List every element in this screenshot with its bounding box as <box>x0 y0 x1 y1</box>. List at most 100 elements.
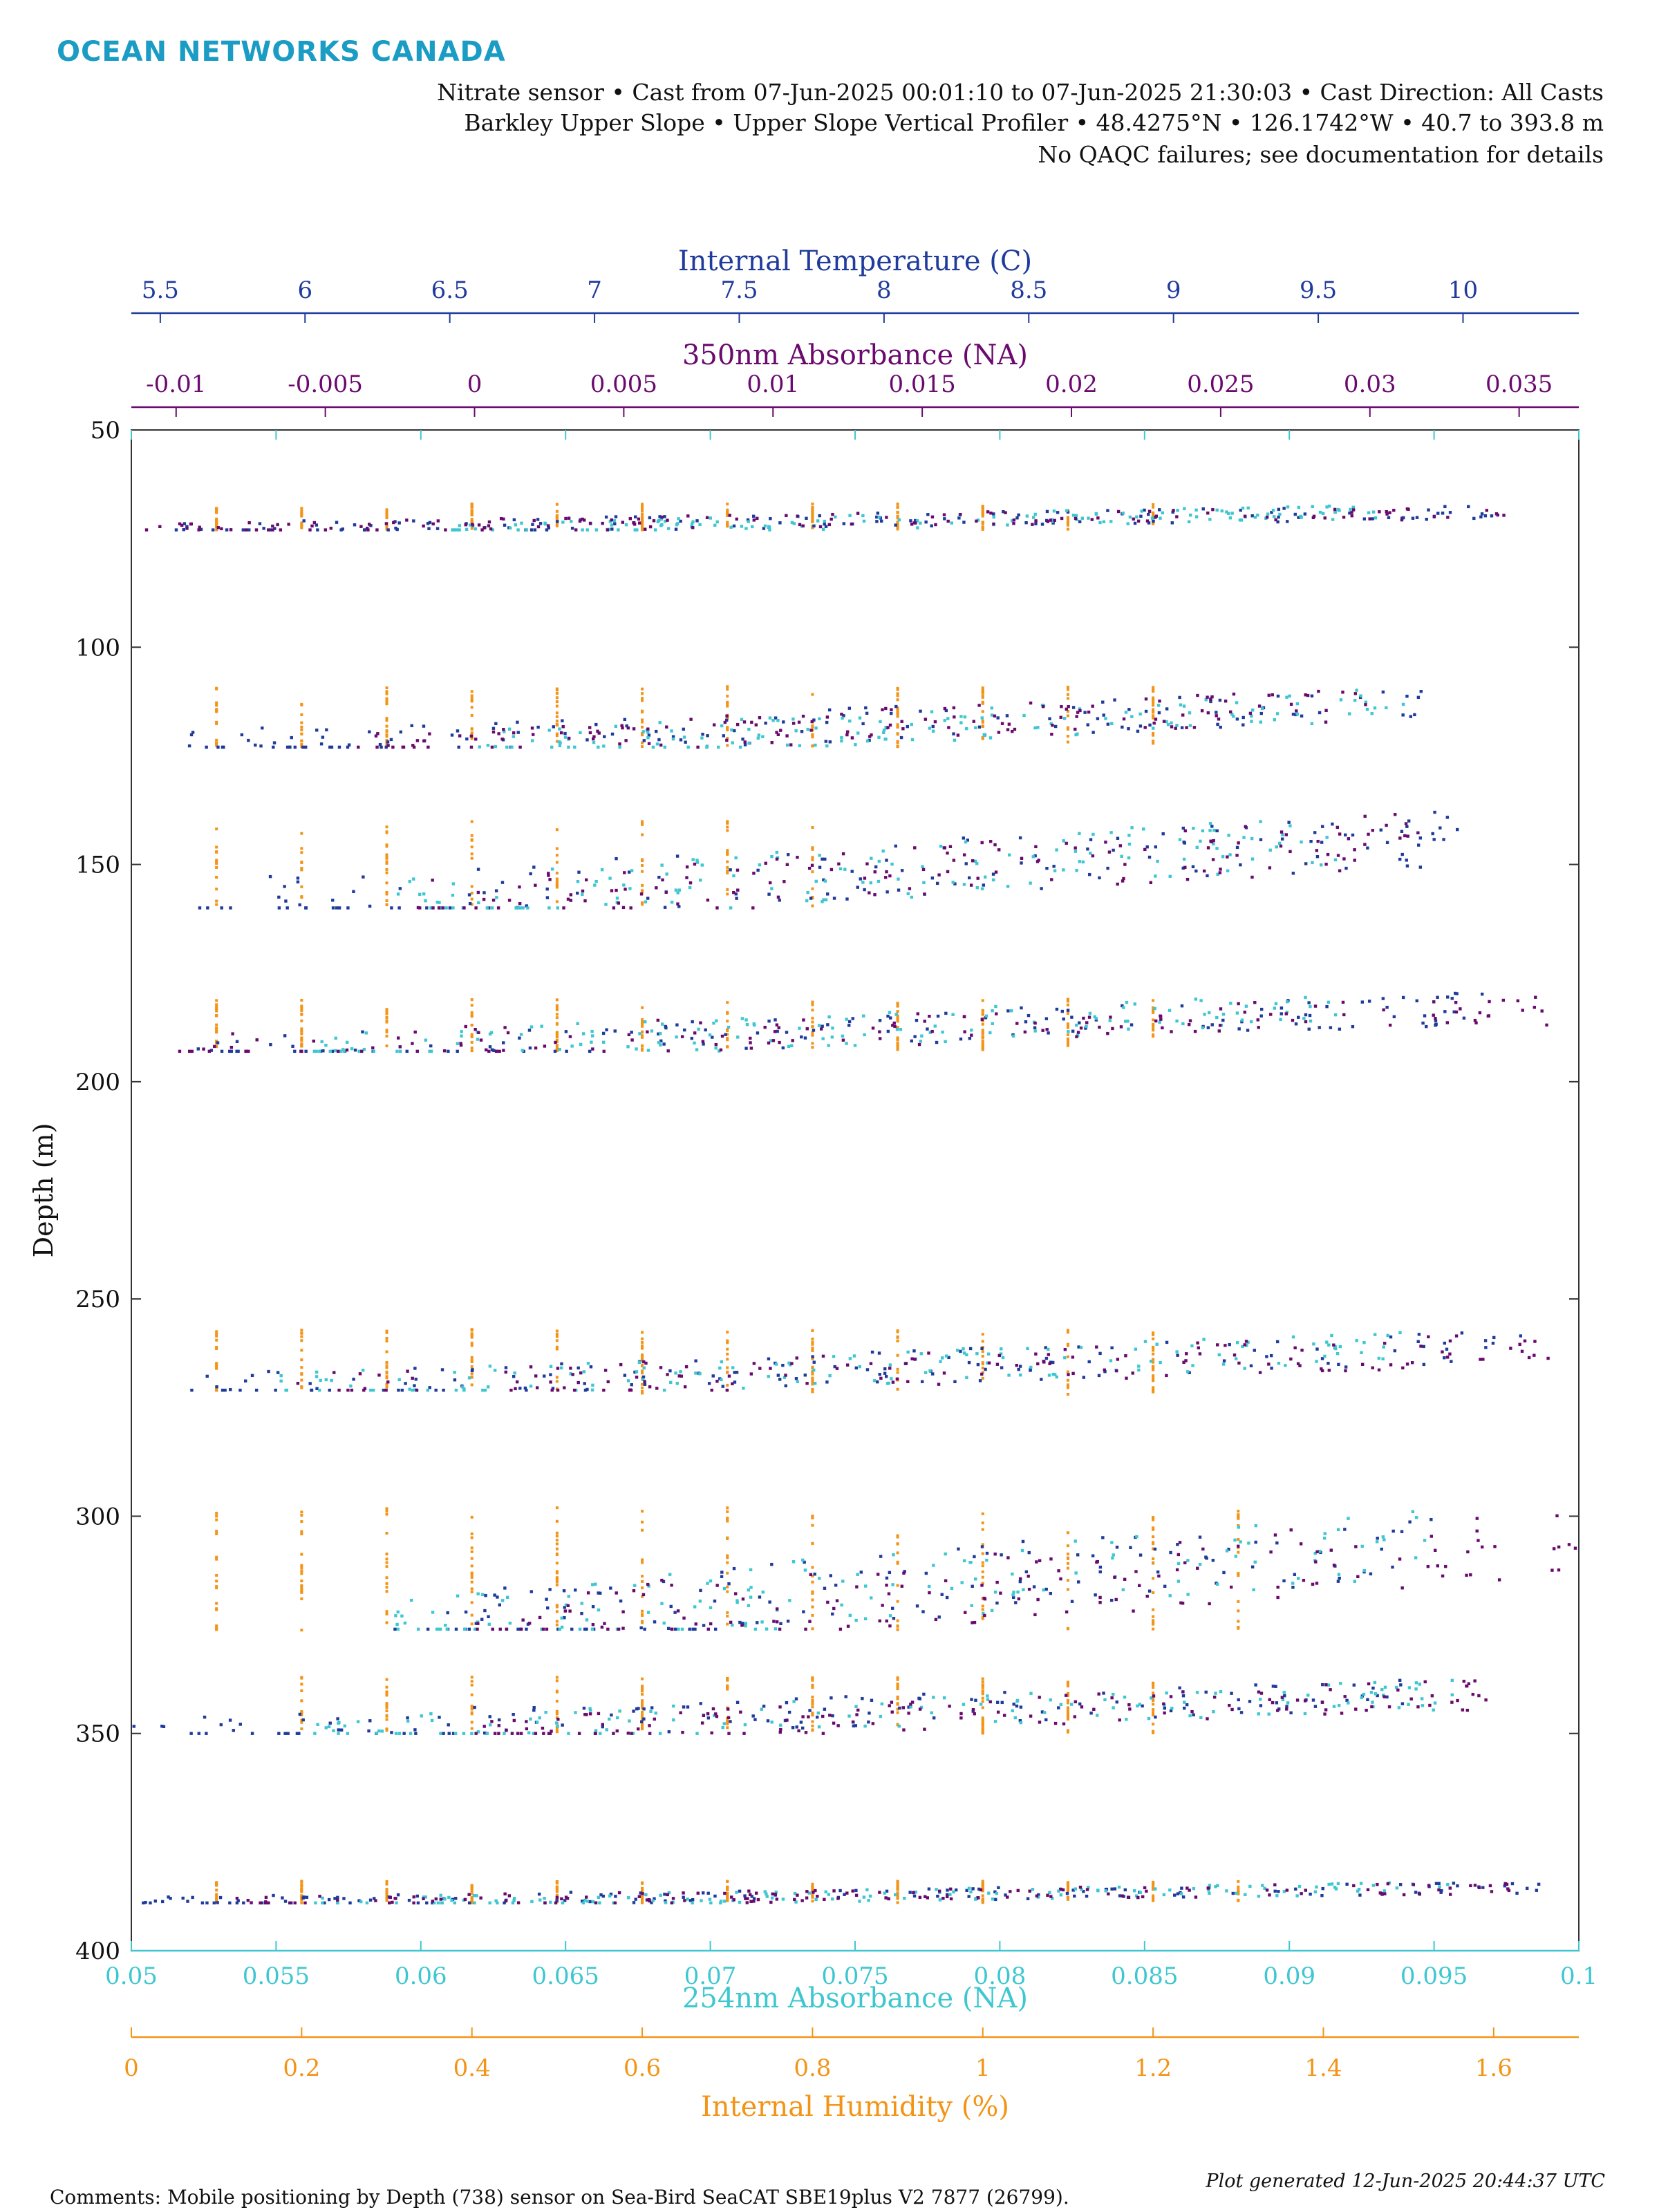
temperature-point <box>682 727 685 731</box>
abs350-point <box>801 524 805 527</box>
abs254-point <box>832 1355 836 1358</box>
temperature-point <box>823 1586 827 1590</box>
humidity-point <box>981 1029 984 1032</box>
humidity-point <box>215 876 218 879</box>
temperature-point <box>694 1359 697 1362</box>
abs350-point <box>1041 1029 1044 1032</box>
temperature-point <box>609 1586 612 1590</box>
humidity-point <box>726 1611 729 1614</box>
abs350-point <box>1385 512 1389 516</box>
humidity-point <box>470 737 474 740</box>
abs350-point <box>1158 700 1161 703</box>
temperature-point <box>585 1627 588 1631</box>
abs254-point <box>1177 1580 1181 1583</box>
abs254-point <box>439 1732 442 1735</box>
abs350-point <box>638 521 641 525</box>
temperature-point <box>1230 1691 1233 1695</box>
humidity-point <box>385 701 388 704</box>
temperature-point <box>1344 866 1348 870</box>
humidity-point <box>300 1894 303 1897</box>
abs350-point <box>709 1622 713 1626</box>
humidity-point <box>215 738 218 742</box>
abs254-point <box>1212 1710 1215 1714</box>
abs350-point <box>1210 840 1213 844</box>
abs350-point <box>1243 514 1247 518</box>
abs350-point <box>267 528 270 532</box>
temperature-point <box>200 1901 205 1905</box>
temperature-point <box>786 853 790 856</box>
humidity-point <box>555 732 559 735</box>
abs254-point <box>781 1897 785 1901</box>
temperature-point <box>1337 1362 1340 1367</box>
abs254-point <box>691 858 695 861</box>
humidity-point <box>470 838 474 842</box>
abs254-point <box>1047 1374 1051 1377</box>
temperature-point <box>1215 829 1219 833</box>
abs254-point <box>672 1718 675 1722</box>
abs350-point <box>1497 1578 1501 1582</box>
humidity-point <box>981 1575 984 1579</box>
abs350-point <box>1279 844 1283 848</box>
temperature-point <box>1139 514 1143 518</box>
abs350-point <box>785 514 788 518</box>
humidity-point <box>726 688 729 691</box>
temperature-point <box>945 1595 949 1600</box>
abs254-point <box>1080 1888 1083 1891</box>
abs350-point <box>725 714 729 718</box>
temperature-point <box>238 1388 242 1392</box>
abs254-point <box>1339 1682 1342 1685</box>
humidity-point <box>896 1041 899 1044</box>
abs350-point <box>427 745 430 749</box>
humidity-point <box>811 1541 814 1545</box>
humidity-point <box>896 1339 899 1342</box>
abs350-point <box>907 1712 910 1715</box>
abs350-point <box>1149 881 1152 884</box>
humidity-point <box>215 1005 218 1009</box>
temperature-point <box>198 906 202 910</box>
humidity-point <box>641 527 644 530</box>
abs350-point <box>778 1705 782 1709</box>
abs254-point <box>488 1723 492 1727</box>
humidity-point <box>896 1542 899 1546</box>
abs254-point <box>888 1011 892 1014</box>
abs254-point <box>740 1017 744 1020</box>
abs254-point <box>761 1590 765 1594</box>
temperature-point <box>861 722 865 726</box>
abs254-point <box>747 727 751 731</box>
humidity-point <box>811 1703 814 1706</box>
abs350-point <box>1344 1369 1347 1373</box>
abs350-point <box>547 872 550 875</box>
abs350-point <box>1327 1369 1331 1372</box>
abs350-point <box>694 1622 697 1626</box>
abs254-point <box>1074 1571 1078 1575</box>
abs254-point <box>868 1894 872 1898</box>
abs254-point <box>771 718 775 722</box>
abs350-point <box>712 723 716 727</box>
humidity-point <box>1066 1344 1069 1347</box>
abs350-point <box>980 1372 984 1376</box>
abs254-point <box>657 518 661 523</box>
humidity-point <box>641 1710 644 1714</box>
abs254-point <box>892 1553 895 1557</box>
abs254-point <box>816 519 820 523</box>
abs254-point <box>1247 1541 1250 1545</box>
temperature-point <box>212 1901 216 1905</box>
humidity-point <box>300 1019 303 1022</box>
temperature-point <box>337 1728 340 1732</box>
humidity-point <box>215 827 218 831</box>
y-axis-label: Depth (m) <box>28 1123 59 1258</box>
abs254-point <box>313 1732 317 1735</box>
humidity-point <box>641 733 644 737</box>
temperature-point <box>642 739 646 742</box>
abs350-point <box>1011 729 1014 733</box>
abs254-point <box>474 527 477 531</box>
temperature-point <box>976 1362 980 1367</box>
humidity-point <box>641 525 644 528</box>
abs254-point <box>1201 829 1205 833</box>
abs254-point <box>774 1362 778 1366</box>
abs350-point <box>1382 1008 1385 1012</box>
abs350-point <box>1533 1353 1536 1357</box>
abs350-point <box>1033 1021 1037 1025</box>
humidity-point <box>981 1022 984 1026</box>
temperature-point <box>1017 1367 1020 1371</box>
